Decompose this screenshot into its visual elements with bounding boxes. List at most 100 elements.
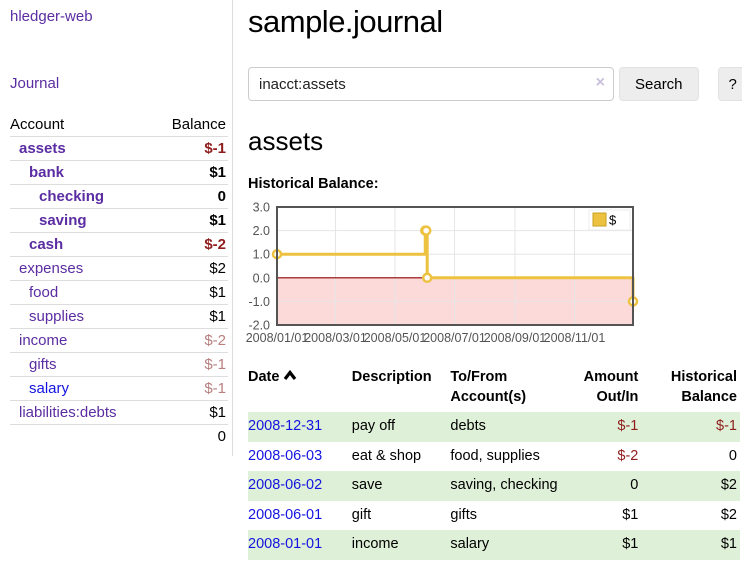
svg-text:$: $ (609, 213, 617, 228)
app-title-link[interactable]: hledger-web (10, 8, 93, 25)
svg-text:-2.0: -2.0 (248, 319, 270, 333)
account-row: salary $-1 (10, 376, 228, 401)
transaction-accounts: gifts (450, 506, 477, 523)
account-balance: $1 (152, 208, 228, 233)
accounts-header-row: Account Balance (10, 113, 228, 137)
transaction-balance: $-1 (716, 418, 737, 435)
account-row: bank $1 (10, 160, 228, 185)
page-title: sample.journal (248, 4, 443, 39)
transaction-accounts: food, supplies (450, 447, 540, 464)
help-button[interactable]: ? (717, 67, 742, 101)
svg-text:2008/11/01: 2008/11/01 (544, 331, 606, 345)
transaction-description: income (351, 536, 399, 553)
transaction-amount: $1 (622, 506, 639, 523)
account-link-food[interactable]: food (29, 284, 59, 301)
account-balance: $-1 (152, 376, 228, 401)
account-balance: $-2 (152, 232, 228, 257)
transaction-date-link[interactable]: 2008-06-01 (248, 506, 323, 523)
account-link-salary[interactable]: salary (29, 380, 70, 397)
chart-title: Historical Balance: (248, 176, 379, 192)
account-row: food $1 (10, 280, 228, 305)
transaction-date-link[interactable]: 2008-06-02 (248, 477, 323, 494)
account-balance: $1 (152, 304, 228, 329)
svg-text:-1.0: -1.0 (248, 295, 270, 309)
account-balance: $1 (152, 160, 228, 185)
register-row: 2008-06-01 gift gifts $1 $2 (248, 501, 740, 531)
accounts-header-balance: Balance (152, 113, 228, 137)
transaction-balance: $2 (720, 477, 737, 494)
transaction-accounts: salary (450, 536, 490, 553)
sidebar-item-journal[interactable]: Journal (10, 75, 60, 92)
transaction-amount: $-1 (617, 418, 639, 435)
register-row: 2008-12-31 pay off debts $-1 $-1 (248, 412, 740, 442)
account-row: income $-2 (10, 328, 228, 353)
account-balance: $1 (152, 400, 228, 425)
clear-search-icon[interactable]: × (595, 74, 605, 91)
register-header-description: Description (351, 369, 432, 385)
sidebar: hledger-web Journal Account Balance asse… (0, 0, 233, 456)
accounts-total-value: 0 (152, 424, 228, 448)
account-row: liabilities:debts $1 (10, 400, 228, 425)
search-input[interactable] (248, 67, 614, 101)
transaction-description: gift (351, 506, 372, 523)
main-content: sample.journal × Search ? assets Histori… (246, 0, 742, 560)
svg-text:2008/01/01: 2008/01/01 (246, 331, 309, 345)
account-link-income[interactable]: income (19, 332, 68, 349)
search-button[interactable]: Search (619, 67, 699, 101)
transaction-amount: $1 (622, 536, 639, 553)
account-balance: $-2 (152, 328, 228, 353)
register-row: 2008-06-02 save saving, checking 0 $2 (248, 471, 740, 501)
register-header-balance: Historical Balance (670, 369, 737, 405)
account-heading: assets (248, 126, 324, 156)
svg-text:2008/09/01: 2008/09/01 (484, 331, 547, 345)
register-header-amount: Amount Out/In (583, 369, 639, 405)
account-balance: $2 (152, 256, 228, 281)
svg-text:1.0: 1.0 (253, 248, 270, 262)
account-link-checking[interactable]: checking (39, 188, 105, 205)
svg-text:2.0: 2.0 (253, 224, 270, 238)
account-row: expenses $2 (10, 256, 228, 281)
account-balance: $-1 (152, 352, 228, 377)
register-header-date[interactable]: Date (248, 363, 352, 412)
account-row: saving $1 (10, 208, 228, 233)
accounts-header-account: Account (10, 113, 153, 137)
account-row: supplies $1 (10, 304, 228, 329)
historical-balance-chart[interactable]: 3.0 2.0 1.0 0.0 -1.0 -2.0 2008/01/01 2008/03/01… (246, 199, 742, 349)
transaction-date-link[interactable]: 2008-12-31 (248, 418, 323, 435)
account-link-assets[interactable]: assets (19, 140, 66, 157)
transaction-accounts: debts (450, 418, 486, 435)
transaction-balance: $2 (720, 506, 737, 523)
svg-text:2008/05/01: 2008/05/01 (364, 331, 427, 345)
account-row: checking 0 (10, 184, 228, 209)
account-link-expenses[interactable]: expenses (19, 260, 84, 277)
chart-canvas[interactable]: 3.0 2.0 1.0 0.0 -1.0 -2.02008/01/012008/03/01… (246, 199, 718, 349)
transaction-amount: $-2 (617, 447, 639, 464)
svg-text:0.0: 0.0 (253, 271, 270, 285)
svg-text:2008/07/01: 2008/07/01 (423, 331, 486, 345)
transaction-description: eat & shop (351, 447, 422, 464)
account-link-cash[interactable]: cash (29, 236, 64, 253)
svg-text:3.0: 3.0 (253, 201, 270, 215)
account-balance: $1 (152, 280, 228, 305)
transaction-date-link[interactable]: 2008-06-03 (248, 447, 323, 464)
sort-ascending-icon (283, 368, 297, 388)
register-header-accounts: To/From Account(s) (450, 369, 527, 405)
account-link-liabilities-debts[interactable]: liabilities:debts (19, 404, 117, 421)
account-link-supplies[interactable]: supplies (29, 308, 85, 325)
account-link-bank[interactable]: bank (29, 164, 65, 181)
accounts-total-row: 0 (10, 424, 228, 448)
transaction-accounts: saving, checking (450, 477, 558, 494)
account-link-gifts[interactable]: gifts (29, 356, 57, 373)
transaction-description: pay off (351, 418, 396, 435)
svg-text:2008/03/01: 2008/03/01 (304, 331, 367, 345)
transaction-balance: 0 (728, 447, 737, 464)
account-link-saving[interactable]: saving (39, 212, 87, 229)
account-row: cash $-2 (10, 232, 228, 257)
register-row: 2008-06-03 eat & shop food, supplies $-2… (248, 442, 740, 472)
search-form: × Search ? (248, 67, 742, 101)
register-row: 2008-01-01 income salary $1 $1 (248, 530, 740, 560)
transaction-amount: 0 (630, 477, 639, 494)
account-balance: 0 (152, 184, 228, 209)
transaction-date-link[interactable]: 2008-01-01 (248, 536, 323, 553)
accounts-table: Account Balance assets $-1 bank $1 check… (10, 113, 228, 448)
